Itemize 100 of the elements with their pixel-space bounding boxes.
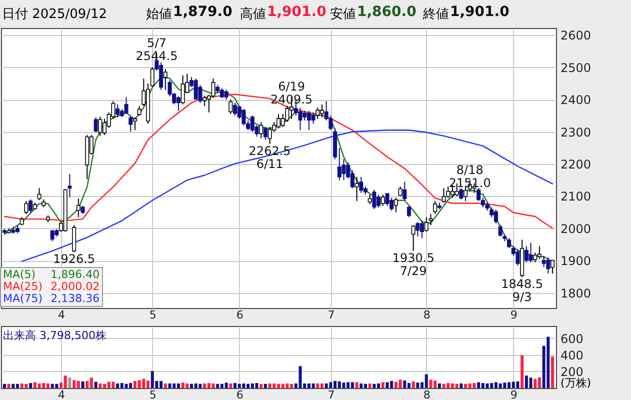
candlestick (124, 96, 128, 115)
bar (20, 383, 24, 388)
bar (190, 384, 194, 388)
candlestick (464, 186, 468, 202)
candlestick (546, 256, 550, 274)
bar (398, 380, 402, 388)
candlestick (424, 216, 428, 232)
bar (29, 383, 32, 388)
candlestick (128, 116, 133, 132)
bar (124, 384, 128, 388)
y-tick-label: 2500 (560, 60, 592, 75)
bar (64, 376, 67, 388)
candlestick (507, 238, 512, 248)
bar (172, 383, 176, 388)
x-tick-label: 5 (149, 308, 156, 322)
candlestick (94, 116, 98, 133)
bar (272, 383, 276, 388)
candlestick (533, 252, 538, 263)
candlestick (368, 194, 372, 205)
candlestick (211, 78, 216, 98)
bar (76, 380, 80, 388)
bar (224, 382, 228, 388)
text: 終値 (423, 6, 449, 23)
bar (472, 383, 476, 388)
line-series (4, 94, 554, 230)
text: MA(25) (3, 280, 43, 293)
bar (12, 384, 15, 388)
bar (194, 383, 198, 388)
bar (329, 382, 332, 388)
bar (138, 380, 141, 388)
candlestick (268, 126, 272, 144)
bar (364, 384, 367, 388)
candlestick (320, 104, 324, 118)
bar (7, 384, 10, 388)
candlestick (311, 112, 316, 124)
bar (503, 382, 506, 388)
text: MA(5) (3, 268, 36, 281)
bar (360, 383, 363, 388)
candlestick (242, 108, 246, 126)
candlestick (528, 242, 533, 263)
bar (2, 384, 6, 388)
bar (534, 378, 537, 388)
bar (486, 383, 489, 388)
bar (68, 378, 72, 388)
y-tick-label: 1800 (560, 286, 592, 300)
candlestick (402, 181, 407, 202)
annotation: 1848.5 9/3 (501, 277, 544, 304)
candlestick (68, 173, 72, 198)
y-tick-label: 2200 (560, 157, 592, 172)
bar (446, 383, 450, 388)
bar (286, 383, 289, 388)
x-tick-label: 4 (58, 388, 66, 400)
bar (490, 383, 494, 388)
annotation: 1926.5 (53, 252, 96, 266)
bar (198, 384, 202, 388)
bar (176, 383, 180, 388)
x-tick-label: 5 (149, 388, 156, 400)
x-tick-label: 7 (328, 308, 335, 322)
y-tick-label: 600 (560, 332, 584, 346)
bar (46, 383, 50, 388)
candlestick (180, 74, 185, 105)
bar (255, 383, 258, 388)
y-tick-label: 2300 (560, 125, 592, 140)
y-tick-label: 2600 (560, 28, 592, 43)
bar (81, 381, 84, 388)
bar (320, 383, 324, 388)
y-axis-title: (万株) (560, 376, 592, 390)
candlestick (194, 78, 198, 100)
bar (90, 378, 93, 388)
candlestick (411, 224, 416, 252)
candlestick (137, 105, 142, 116)
bar (164, 383, 167, 388)
bar (129, 383, 132, 388)
text: 1,901.0 (267, 4, 326, 20)
text: 高値 (240, 6, 266, 23)
bar (142, 378, 146, 388)
candlestick (116, 104, 120, 118)
bar (268, 383, 272, 388)
bar (42, 383, 46, 388)
x-tick-label: 7 (328, 388, 335, 400)
candlestick (176, 96, 180, 112)
bar (324, 383, 328, 388)
text: 1,879.0 (173, 4, 232, 20)
candlestick (163, 68, 168, 90)
candlestick (446, 186, 450, 198)
candlestick (380, 194, 385, 206)
bar (55, 384, 58, 388)
y-tick-label: 400 (560, 348, 584, 362)
y-tick-label: 2000 (560, 222, 592, 236)
text: MA(75) (3, 292, 43, 305)
candlestick (542, 255, 546, 268)
bar (368, 383, 372, 388)
y-tick-label: 2400 (560, 93, 592, 108)
candlestick (490, 206, 494, 218)
candlestick (28, 198, 33, 213)
bar (216, 384, 220, 388)
candlestick (202, 95, 207, 106)
candlestick (150, 66, 154, 88)
bar (86, 380, 89, 388)
bar (372, 384, 376, 388)
